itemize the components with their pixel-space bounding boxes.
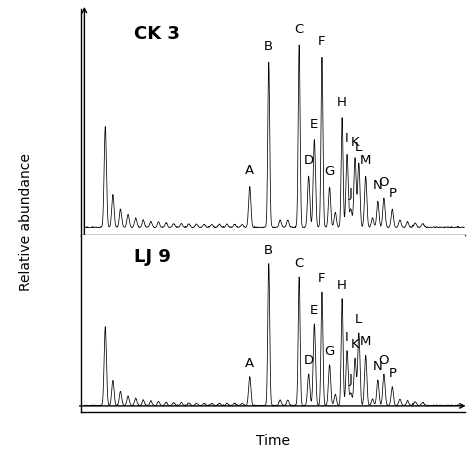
Text: N: N xyxy=(373,179,383,192)
Text: Relative abundance: Relative abundance xyxy=(19,152,33,290)
Text: G: G xyxy=(324,344,335,357)
Text: P: P xyxy=(388,187,396,199)
Text: M: M xyxy=(360,335,371,348)
Text: O: O xyxy=(379,176,389,188)
Text: L: L xyxy=(355,312,363,326)
Text: L: L xyxy=(355,141,363,154)
Text: C: C xyxy=(294,257,304,269)
Text: M: M xyxy=(360,154,371,167)
Text: C: C xyxy=(294,23,304,36)
Text: LJ 9: LJ 9 xyxy=(134,248,171,266)
Text: H: H xyxy=(337,278,347,291)
Text: D: D xyxy=(304,154,314,167)
Text: E: E xyxy=(310,118,319,130)
Text: G: G xyxy=(324,165,335,178)
Text: F: F xyxy=(318,35,326,48)
Text: A: A xyxy=(245,164,255,177)
Text: J: J xyxy=(349,372,353,385)
Text: I: I xyxy=(345,132,349,145)
Text: E: E xyxy=(310,303,319,317)
Text: CK 3: CK 3 xyxy=(134,25,180,43)
Text: P: P xyxy=(388,366,396,379)
Text: J: J xyxy=(349,187,353,199)
Text: Time: Time xyxy=(255,433,290,447)
Text: D: D xyxy=(304,353,314,367)
Text: O: O xyxy=(379,354,389,367)
Text: H: H xyxy=(337,96,347,109)
Text: B: B xyxy=(264,40,273,53)
Text: K: K xyxy=(351,135,359,149)
Text: F: F xyxy=(318,272,326,285)
Text: K: K xyxy=(351,337,359,350)
Text: B: B xyxy=(264,243,273,256)
Text: N: N xyxy=(373,359,383,372)
Text: I: I xyxy=(345,330,349,343)
Text: A: A xyxy=(245,356,255,369)
